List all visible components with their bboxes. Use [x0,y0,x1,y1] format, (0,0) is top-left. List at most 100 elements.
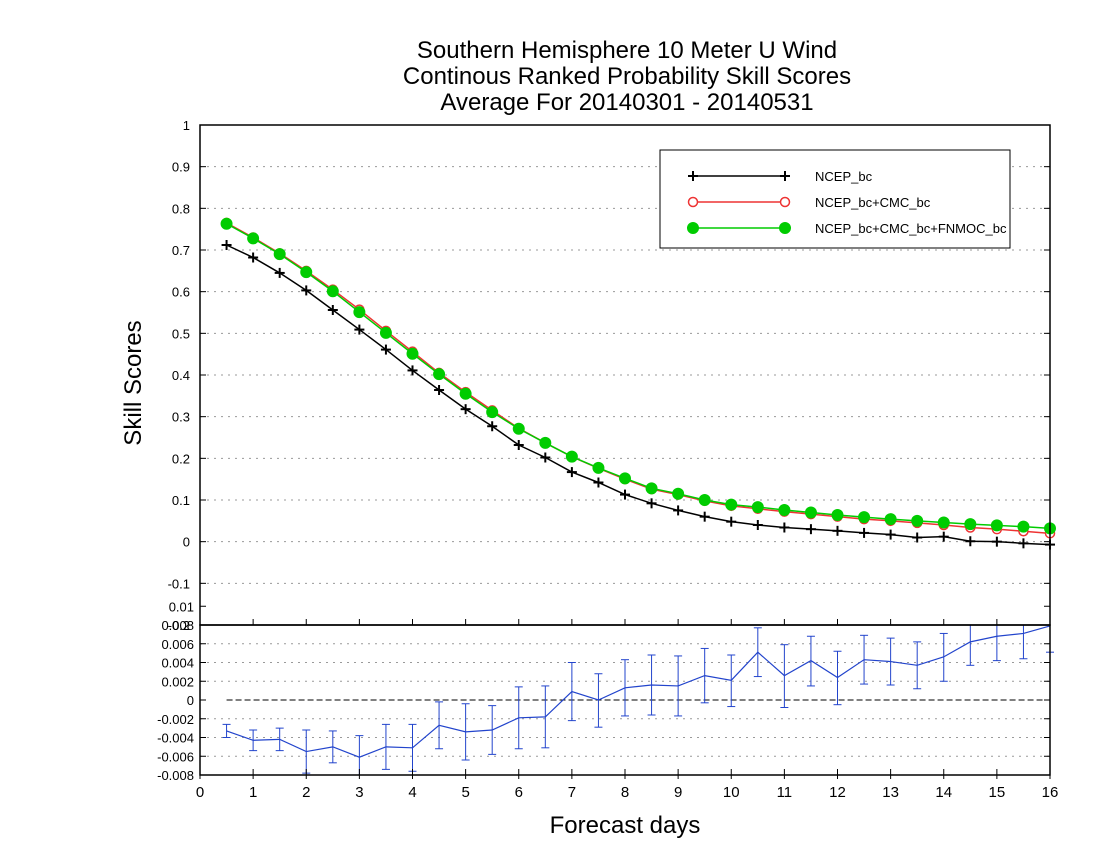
error-bar [992,625,1001,662]
legend-label: NCEP_bc+CMC_bc [815,195,931,210]
filled-circle-marker [353,306,366,319]
plus-marker [274,267,285,278]
error-bar [567,662,576,722]
series-2 [221,217,1056,539]
filled-circle-marker [406,347,419,360]
filled-circle-marker [725,498,738,511]
x-tick-label: 7 [568,784,576,801]
x-tick-label: 2 [302,784,310,801]
error-bar [806,635,815,687]
top-y-tick-label: 0 [183,535,190,550]
filled-circle-marker [911,514,924,527]
x-tick-label: 6 [515,784,523,801]
error-bar [780,644,789,708]
bottom-y-tick-label: -0.002 [157,712,194,727]
plus-marker [301,285,312,296]
x-tick-label: 3 [355,784,363,801]
plus-marker [407,365,418,376]
filled-circle-marker [539,436,552,449]
plus-marker [434,385,445,395]
x-tick-label: 10 [723,784,740,801]
x-tick-label: 9 [674,784,682,801]
error-bar [249,729,258,752]
plus-marker [859,527,870,538]
error-bar [488,705,497,755]
filled-circle-marker [565,450,578,463]
plus-marker [513,440,524,450]
plus-marker [221,240,232,250]
plus-marker [699,511,710,522]
filled-circle-marker [512,422,525,435]
filled-circle-marker [273,248,286,261]
bottom-y-tick-label: 0.008 [161,618,194,633]
chart-title-line-3: Average For 20140301 - 20140531 [440,89,813,116]
error-bar [753,627,762,678]
x-tick-label: 15 [989,784,1006,801]
bottom-y-tick-label: 0 [187,693,194,708]
legend-label: NCEP_bc [815,169,873,184]
filled-circle-marker [645,482,658,495]
legend-label: NCEP_bc+CMC_bc+FNMOC_bc [815,221,1007,236]
plus-marker [912,532,923,543]
plus-marker [646,498,657,509]
error-bar [594,673,603,728]
error-bar [275,727,284,752]
plus-marker [805,524,816,535]
x-tick-label: 11 [777,784,793,801]
plus-marker [752,520,763,530]
x-axis-label: Forecast days [550,812,701,839]
plus-marker [1018,538,1029,549]
filled-circle-marker [379,326,392,339]
error-bar [647,654,656,716]
plus-marker [566,467,577,478]
error-bar [328,730,337,764]
filled-circle-marker [831,509,844,521]
series-line [226,222,1051,535]
filled-circle-marker [433,368,446,381]
top-y-tick-label: -0.1 [168,576,190,591]
error-bar [461,703,470,761]
x-tick-label: 12 [829,784,846,801]
plus-marker [780,171,790,181]
top-y-tick-label: 0.7 [172,243,190,258]
x-tick-label: 8 [621,784,629,801]
plus-marker [327,305,338,315]
y-axis-label: Skill Scores [120,320,147,445]
plus-marker [540,452,551,463]
x-tick-label: 13 [882,784,899,801]
chart-title-line-2: Continous Ranked Probability Skill Score… [403,63,851,90]
difference-series [222,625,1054,775]
filled-circle-marker [990,519,1003,532]
plus-marker [673,505,684,516]
plus-marker [938,531,949,542]
filled-circle-marker [326,285,339,298]
series-3 [220,217,1056,535]
filled-circle-marker [778,504,791,516]
top-y-tick-label: 0.1 [172,493,190,508]
error-bar [1019,625,1028,660]
x-tick-label: 1 [249,784,257,801]
plus-marker [885,529,896,540]
plus-marker [487,421,498,432]
x-tick-label: 4 [408,784,416,801]
legend-entry: NCEP_bc+CMC_bc+FNMOC_bc [687,221,1007,236]
filled-circle-marker [751,501,764,514]
filled-circle-marker [858,511,871,524]
error-bar [541,685,550,749]
chart-title-line-1: Southern Hemisphere 10 Meter U Wind [417,37,837,64]
legend-box [659,149,1011,249]
legend-entry: NCEP_bc+CMC_bc [687,195,931,210]
filled-circle-marker [964,518,977,531]
plus-marker [620,489,630,500]
error-bar [886,637,895,686]
error-bar [621,659,629,717]
top-y-tick-label: 0.5 [172,326,190,341]
error-bar [674,655,683,717]
filled-circle-marker [486,406,499,419]
bottom-y-tick-label: -0.004 [157,731,194,746]
filled-circle-marker [220,217,233,230]
plus-marker [965,536,976,547]
top-y-tick-label: -0.2 [168,618,190,633]
